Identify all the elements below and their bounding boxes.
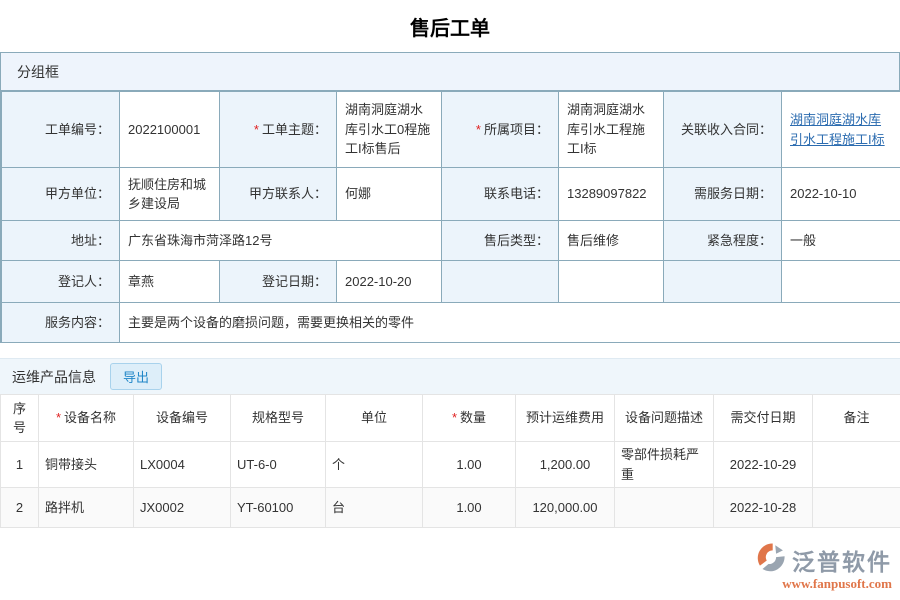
registrant-label: 登记人： [1,260,120,303]
register-date-value: 2022-10-20 [336,260,442,303]
order-no-label: 工单编号： [1,91,120,168]
phone-label: 联系电话： [441,167,559,221]
address-value: 广东省珠海市菏泽路12号 [119,220,442,261]
products-table: 序号 * 设备名称 设备编号 规格型号 单位 * 数量 预计运维费用 设备问题描述 … [0,394,900,528]
required-asterisk: * [451,410,458,426]
table-row: 2 路拌机 JX0002 YT-60100 台 1.00 120,000.00 … [0,487,900,528]
col-qty: * 数量 [422,394,516,442]
subject-value: 湖南洞庭湖水库引水工0程施工I标售后 [336,91,442,168]
cell-due-date: 2022-10-28 [713,487,813,528]
urgency-value: 一般 [781,220,900,261]
required-asterisk: * [55,410,62,426]
vendor-url: www.fanpusoft.com [782,576,892,591]
cell-unit: 台 [325,487,423,528]
vendor-brand-name: 泛普软件 [792,548,892,575]
col-model: 规格型号 [230,394,326,442]
cell-device-name: 路拌机 [38,487,134,528]
cell-note [812,487,900,528]
col-issue: 设备问题描述 [614,394,714,442]
required-asterisk: * [253,121,259,137]
cell-qty: 1.00 [422,487,516,528]
products-header-row: 序号 * 设备名称 设备编号 规格型号 单位 * 数量 预计运维费用 设备问题描述 … [0,394,900,442]
empty-label-cell [441,260,559,303]
income-contract-link[interactable]: 湖南洞庭湖水库引水工程施工I标 [790,112,885,147]
col-device-name: * 设备名称 [38,394,134,442]
cell-unit: 个 [325,441,423,488]
registrant-value: 章燕 [119,260,220,303]
cell-seq: 1 [0,441,39,488]
col-device-code: 设备编号 [133,394,231,442]
cell-qty: 1.00 [422,441,516,488]
page-title: 售后工单 [410,18,490,40]
empty-value-cell [781,260,900,303]
cell-issue: 零部件损耗严重 [614,441,714,488]
col-cost: 预计运维费用 [515,394,615,442]
cell-device-code: LX0004 [133,441,231,488]
cell-device-name: 铜带接头 [38,441,134,488]
aftersales-type-value: 售后维修 [558,220,664,261]
income-contract-label: 关联收入合同： [663,91,782,168]
col-due-date: 需交付日期 [713,394,813,442]
order-no-value: 2022100001 [119,91,220,168]
party-a-unit-value: 抚顺住房和城乡建设局 [119,167,220,221]
col-seq: 序号 [0,394,39,442]
cell-due-date: 2022-10-29 [713,441,813,488]
project-label: * 所属项目： [441,91,559,168]
phone-value: 13289097822 [558,167,664,221]
col-note: 备注 [812,394,900,442]
groupbox-header: 分组框 [1,53,899,91]
products-section-bar: 运维产品信息 导出 [0,358,900,394]
required-asterisk: * [475,121,481,137]
service-date-value: 2022-10-10 [781,167,900,221]
address-label: 地址： [1,220,120,261]
products-section-title: 运维产品信息 [12,368,96,385]
aftersales-type-label: 售后类型： [441,220,559,261]
service-date-label: 需服务日期： [663,167,782,221]
service-content-value: 主要是两个设备的磨损问题，需要更换相关的零件 [119,302,900,343]
subject-label: * 工单主题： [219,91,337,168]
urgency-label: 紧急程度： [663,220,782,261]
groupbox: 分组框 工单编号： 2022100001 * 工单主题： 湖南洞庭湖水库引水工0程… [0,52,900,343]
cell-cost: 1,200.00 [515,441,615,488]
cell-model: UT-6-0 [230,441,326,488]
party-a-unit-label: 甲方单位： [1,167,120,221]
party-a-contact-value: 何娜 [336,167,442,221]
service-content-label: 服务内容： [1,302,120,343]
party-a-contact-label: 甲方联系人： [219,167,337,221]
products-section: 运维产品信息 导出 序号 * 设备名称 设备编号 规格型号 单位 * 数量 预计运维… [0,358,900,528]
vendor-logo-icon [754,541,788,578]
workorder-form: 工单编号： 2022100001 * 工单主题： 湖南洞庭湖水库引水工0程施工I标… [1,91,900,343]
empty-value-cell [558,260,664,303]
table-row: 1 铜带接头 LX0004 UT-6-0 个 1.00 1,200.00 零部件… [0,441,900,488]
cell-model: YT-60100 [230,487,326,528]
export-button[interactable]: 导出 [110,363,163,390]
register-date-label: 登记日期： [219,260,337,303]
cell-seq: 2 [0,487,39,528]
cell-note [812,441,900,488]
cell-issue [614,487,714,528]
project-value: 湖南洞庭湖水库引水工程施工I标 [558,91,664,168]
income-contract-value: 湖南洞庭湖水库引水工程施工I标 [781,91,900,168]
vendor-watermark: 泛普软件 www.fanpusoft.com [754,541,892,592]
empty-label-cell [663,260,782,303]
cell-cost: 120,000.00 [515,487,615,528]
cell-device-code: JX0002 [133,487,231,528]
col-unit: 单位 [325,394,423,442]
